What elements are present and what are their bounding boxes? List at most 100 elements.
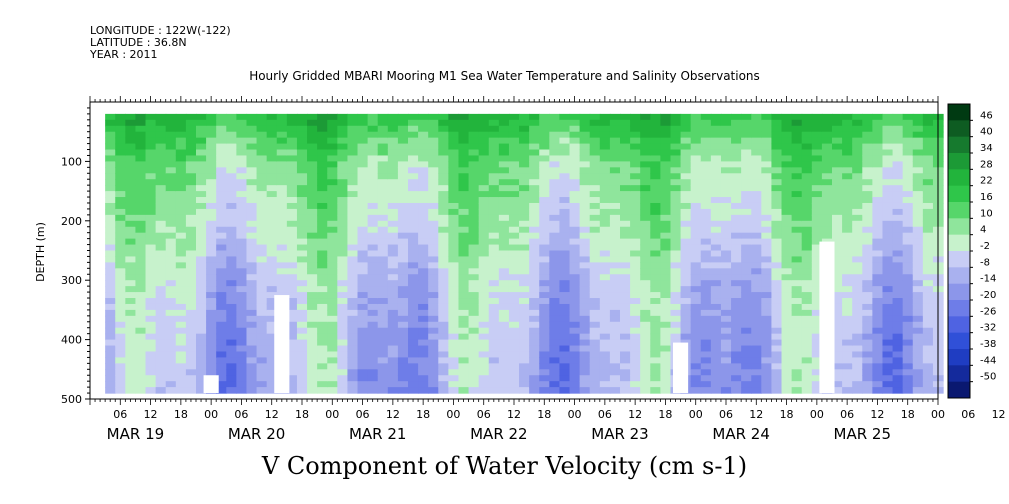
heatmap-cell	[175, 244, 187, 252]
heatmap-cell	[478, 226, 490, 234]
heatmap-cell	[902, 351, 914, 359]
heatmap-cell	[307, 363, 318, 370]
heatmap-cell	[508, 155, 520, 162]
heatmap-cell	[609, 232, 621, 240]
heatmap-cell	[731, 238, 742, 246]
heatmap-cell	[650, 262, 661, 269]
heatmap-cell	[529, 256, 540, 263]
heatmap-cell	[811, 333, 823, 341]
heatmap-cell	[367, 250, 379, 258]
heatmap-cell	[165, 197, 177, 204]
heatmap-cell	[468, 161, 480, 168]
heatmap-cell	[458, 357, 470, 364]
heatmap-cell	[145, 179, 157, 186]
heatmap-cell	[650, 345, 661, 353]
heatmap-cell	[458, 286, 470, 293]
heatmap-cell	[892, 286, 904, 293]
heatmap-cell	[630, 185, 641, 192]
heatmap-cell	[892, 137, 904, 145]
heatmap-cell	[791, 363, 803, 370]
heatmap-cell	[478, 303, 490, 311]
heatmap-cell	[196, 155, 207, 162]
heatmap-cell	[529, 292, 540, 299]
heatmap-cell	[761, 155, 773, 162]
heatmap-cell	[801, 327, 813, 335]
heatmap-cell	[529, 351, 540, 359]
heatmap-cell	[438, 256, 449, 263]
heatmap-cell	[912, 262, 924, 269]
heatmap-cell	[438, 339, 449, 347]
heatmap-cell	[549, 274, 561, 281]
heatmap-cell	[256, 179, 268, 186]
heatmap-cell	[266, 327, 278, 335]
heatmap-cell	[317, 375, 328, 382]
heatmap-cell	[852, 351, 863, 359]
heatmap-cell	[741, 298, 752, 305]
heatmap-cell	[387, 298, 399, 305]
heatmap-cell	[761, 315, 773, 323]
heatmap-cell	[680, 232, 692, 240]
heatmap-cell	[317, 238, 328, 246]
heatmap-cell	[155, 244, 167, 252]
heatmap-cell	[660, 274, 672, 281]
heatmap-cell	[296, 303, 308, 311]
heatmap-cell	[418, 262, 429, 269]
heatmap-cell	[307, 244, 318, 252]
heatmap-cell	[498, 387, 510, 394]
heatmap-cell	[408, 298, 419, 305]
heatmap-cell	[609, 286, 621, 293]
heatmap-cell	[317, 321, 328, 329]
heatmap-cell	[720, 155, 732, 162]
heatmap-cell	[347, 262, 359, 269]
heatmap-cell	[498, 191, 510, 198]
heatmap-cell	[135, 363, 147, 370]
heatmap-cell	[428, 220, 439, 228]
heatmap-cell	[741, 214, 752, 222]
heatmap-cell	[630, 274, 641, 281]
heatmap-cell	[539, 303, 550, 311]
heatmap-cell	[458, 256, 470, 263]
heatmap-cell	[478, 113, 490, 121]
heatmap-cell	[276, 220, 288, 228]
heatmap-cell	[286, 274, 298, 281]
heatmap-cell	[377, 292, 389, 299]
heatmap-cell	[418, 173, 429, 180]
heatmap-cell	[145, 315, 157, 323]
heatmap-cell	[620, 298, 631, 305]
heatmap-cell	[599, 280, 611, 287]
heatmap-cell	[630, 244, 641, 252]
heatmap-cell	[832, 381, 843, 388]
heatmap-cell	[236, 125, 248, 133]
heatmap-cell	[367, 143, 379, 151]
colorbar-swatch	[948, 251, 970, 268]
heatmap-cell	[650, 327, 661, 335]
heatmap-cell	[680, 303, 692, 311]
heatmap-cell	[791, 357, 803, 364]
heatmap-cell	[801, 202, 813, 210]
heatmap-cell	[700, 387, 712, 394]
heatmap-cell	[145, 202, 157, 210]
heatmap-cell	[700, 167, 712, 174]
heatmap-cell	[801, 357, 813, 364]
heatmap-cell	[559, 131, 571, 139]
heatmap-cell	[690, 149, 702, 157]
heatmap-cell	[478, 333, 490, 341]
heatmap-cell	[700, 262, 712, 269]
heatmap-cell	[115, 268, 126, 275]
heatmap-cell	[650, 351, 661, 359]
heatmap-cell	[468, 244, 480, 252]
heatmap-cell	[458, 214, 470, 222]
heatmap-cell	[508, 375, 520, 382]
heatmap-cell	[307, 161, 318, 168]
heatmap-cell	[165, 214, 177, 222]
heatmap-cell	[175, 339, 187, 347]
heatmap-cell	[620, 214, 631, 222]
heatmap-cell	[609, 191, 621, 198]
heatmap-cell	[458, 149, 470, 157]
heatmap-cell	[155, 238, 167, 246]
heatmap-cell	[347, 315, 359, 323]
heatmap-cell	[922, 256, 934, 263]
heatmap-cell	[751, 357, 762, 364]
heatmap-cell	[720, 191, 732, 198]
heatmap-cell	[105, 185, 116, 192]
